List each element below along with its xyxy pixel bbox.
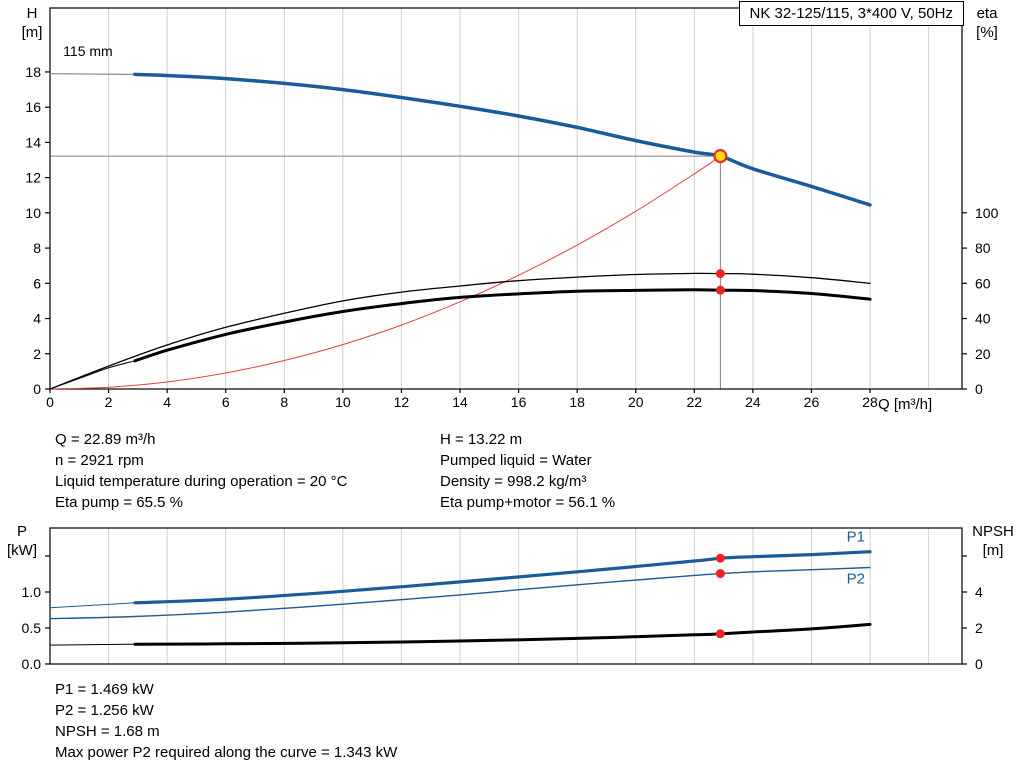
q-axis-title: Q [m³/h]: [878, 396, 933, 413]
duty-info-right: H = 13.22 m Pumped liquid = Water Densit…: [440, 429, 615, 513]
tick-label-bottom: 8: [280, 394, 288, 410]
info-p2: P2 = 1.256 kW: [55, 702, 154, 719]
chart-frame: [49, 527, 963, 665]
duty-info-left: Q = 22.89 m³/h n = 2921 rpm Liquid tempe…: [55, 429, 347, 513]
tick-label-left: 12: [25, 170, 41, 186]
npsh-point: [715, 629, 725, 639]
pump-curve-leadin: [49, 73, 136, 75]
pump-curve-115mm: [133, 72, 872, 207]
tick-label-left: 0: [33, 381, 41, 397]
tick-label-right: 80: [975, 240, 991, 256]
eta-pump-motor-curve: [133, 288, 872, 363]
p-axis-title-line2: [kW]: [7, 542, 37, 559]
info-max-p2: Max power P2 required along the curve = …: [55, 744, 398, 761]
tick-label-left: 0.0: [22, 656, 42, 672]
eta-axis-title-line2: [%]: [976, 24, 998, 41]
p-axis-title: P [kW]: [0, 522, 44, 560]
h-axis-title: H [m]: [12, 4, 52, 42]
tick-label-bottom: 22: [687, 394, 703, 410]
tick-label-bottom: 14: [452, 394, 468, 410]
tick-label-right: 4: [975, 584, 983, 600]
info-eta-pump-motor: Eta pump+motor = 56.1 %: [440, 494, 616, 511]
tick-label-bottom: 10: [335, 394, 351, 410]
info-density: Density = 998.2 kg/m³: [440, 473, 587, 490]
tick-label-right: 20: [975, 346, 991, 362]
tick-label-left: 0.5: [22, 620, 42, 636]
npsh-axis-title: NPSH [m]: [964, 522, 1022, 560]
eta-axis-title-line1: eta: [976, 5, 998, 22]
npsh-leadin: [49, 643, 136, 646]
tick-label-left: 14: [25, 134, 41, 150]
pump-type-label: NK 32-125/115, 3*400 V, 50Hz: [738, 1, 964, 26]
info-eta-pump: Eta pump = 65.5 %: [55, 494, 183, 511]
tick-label-right: 2: [975, 620, 983, 636]
tick-label-bottom: 2: [105, 394, 113, 410]
info-liquid-temperature: Liquid temperature during operation = 20…: [55, 473, 348, 490]
power-npsh-chart: 0.0 0.5 1.0 0 2 4 P1 P2: [22, 527, 983, 672]
tick-label-left: 1.0: [22, 584, 42, 600]
tick-label-right: 100: [975, 205, 999, 221]
p2-label: P2: [847, 570, 865, 587]
tick-label-left: 8: [33, 240, 41, 256]
h-axis-title-line2: [m]: [21, 24, 43, 41]
power-info: P1 = 1.469 kW P2 = 1.256 kW NPSH = 1.68 …: [55, 679, 397, 763]
info-speed: n = 2921 rpm: [55, 452, 144, 469]
tick-label-bottom: 16: [511, 394, 527, 410]
chart-frame: [49, 7, 963, 390]
p1-label: P1: [847, 529, 865, 546]
p1-point: [715, 553, 725, 563]
eta-pump-curve: [49, 272, 871, 390]
info-head: H = 13.22 m: [440, 431, 523, 448]
tick-label-left: 16: [25, 99, 41, 115]
eta-axis-title: eta [%]: [966, 4, 1008, 42]
p1-curve: [133, 550, 872, 605]
duty-point[interactable]: [713, 149, 728, 164]
p2-point: [715, 569, 725, 579]
p2-curve: [49, 566, 871, 620]
tick-label-bottom: 6: [222, 394, 230, 410]
tick-label-bottom: 26: [804, 394, 820, 410]
tick-label-right: 0: [975, 656, 983, 672]
tick-label-right: 40: [975, 311, 991, 327]
tick-label-bottom: 12: [394, 394, 410, 410]
tick-label-bottom: 0: [46, 394, 54, 410]
tick-label-left: 4: [33, 311, 41, 327]
tick-label-left: 6: [33, 275, 41, 291]
p1-leadin: [49, 602, 136, 609]
tick-label-left: 2: [33, 346, 41, 362]
npsh-axis-title-line1: NPSH: [972, 523, 1014, 540]
p-axis-title-line1: P: [16, 523, 27, 540]
impeller-diameter-label: 115 mm: [63, 43, 113, 59]
eta-pump-motor-point: [715, 285, 725, 295]
npsh-curve: [133, 622, 872, 646]
tick-label-bottom: 4: [163, 394, 171, 410]
eta-pump-point: [715, 269, 725, 279]
info-npsh: NPSH = 1.68 m: [55, 723, 160, 740]
tick-label-bottom: 18: [569, 394, 585, 410]
info-flow: Q = 22.89 m³/h: [55, 431, 156, 448]
h-axis-title-line1: H: [26, 5, 38, 22]
info-p1: P1 = 1.469 kW: [55, 681, 154, 698]
tick-label-left: 18: [25, 64, 41, 80]
tick-label-bottom: 24: [745, 394, 761, 410]
tick-label-bottom: 20: [628, 394, 644, 410]
info-pumped-liquid: Pumped liquid = Water: [440, 452, 592, 469]
system-curve: [49, 155, 721, 390]
npsh-axis-title-line2: [m]: [982, 542, 1004, 559]
tick-label-left: 10: [25, 205, 41, 221]
eta-pump-motor-leadin: [49, 360, 136, 390]
tick-label-right: 0: [975, 381, 983, 397]
tick-label-bottom: 28: [862, 394, 878, 410]
tick-label-right: 60: [975, 275, 991, 291]
